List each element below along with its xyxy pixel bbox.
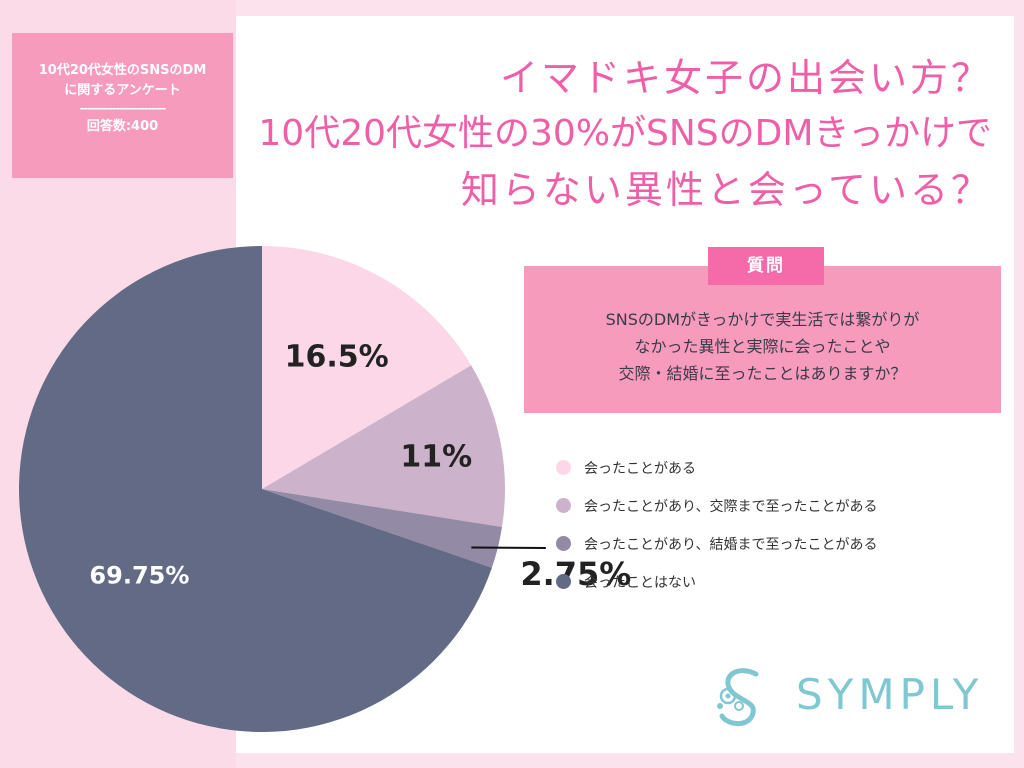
legend-item: 会ったことがあり、交際まで至ったことがある	[556, 494, 877, 517]
survey-title-line2: に関するアンケート	[64, 83, 181, 98]
legend-label: 会ったことはない	[584, 574, 696, 591]
headline: イマドキ女子の出会い方？ 10代20代女性の30%がSNSのDMきっかけで 知ら…	[258, 50, 992, 218]
pie-data-label: 2.75%	[520, 555, 631, 593]
legend-item: 会ったことがあり、結婚まで至ったことがある	[556, 532, 877, 555]
headline-line3: 知らない異性と会っている？	[460, 168, 992, 212]
legend-swatch	[556, 536, 571, 551]
chart-legend: 会ったことがある 会ったことがあり、交際まで至ったことがある 会ったことがあり、…	[556, 456, 877, 608]
question-line2: なかった異性と実際に会ったことや	[634, 337, 891, 356]
question-box: SNSのDMがきっかけで実生活では繋がりが なかった異性と実際に会ったことや 交…	[524, 266, 1001, 413]
question-line1: SNSのDMがきっかけで実生活では繋がりが	[605, 310, 920, 329]
pie-data-label: 69.75%	[89, 562, 189, 590]
leader-line-slice-3	[471, 546, 546, 549]
legend-label: 会ったことがある	[584, 460, 696, 477]
brand-logo: SYMPLY	[706, 660, 1006, 732]
legend-label: 会ったことがあり、交際まで至ったことがある	[584, 498, 878, 515]
legend-item: 会ったことがある	[556, 456, 877, 479]
survey-divider: ------------------------	[79, 102, 167, 115]
pie-data-label: 16.5%	[285, 340, 389, 375]
pie-slice	[18, 246, 492, 732]
legend-swatch	[556, 574, 571, 589]
pie-slice	[262, 489, 503, 568]
legend-label: 会ったことがあり、結婚まで至ったことがある	[584, 536, 878, 553]
brand-name: SYMPLY	[796, 670, 984, 719]
pie-slice	[262, 365, 505, 528]
survey-respondents: 回答数:400	[86, 119, 159, 134]
legend-swatch	[556, 460, 571, 475]
question-label: 質問	[708, 247, 824, 285]
headline-line2: 10代20代女性の30%がSNSのDMきっかけで	[258, 113, 992, 154]
headline-line1: イマドキ女子の出会い方？	[499, 56, 992, 100]
legend-swatch	[556, 498, 571, 513]
pie-data-label: 11%	[400, 440, 472, 475]
question-line3: 交際・結婚に至ったことはありますか？	[618, 364, 907, 383]
survey-title-line1: 10代20代女性のSNSのDM	[38, 63, 207, 78]
pie-slice	[262, 246, 472, 489]
flower-s-logo-icon	[717, 668, 759, 726]
legend-item: 会ったことはない	[556, 570, 877, 593]
survey-info-box: 10代20代女性のSNSのDM に関するアンケート --------------…	[12, 33, 233, 178]
